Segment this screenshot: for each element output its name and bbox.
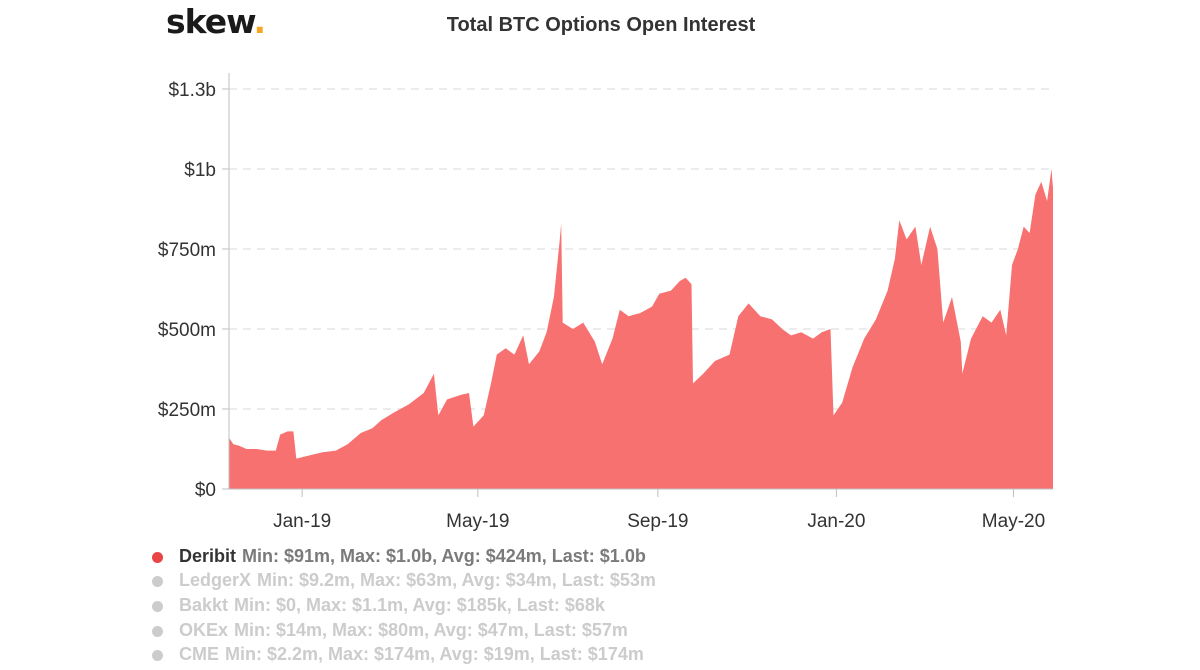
brand-dot: .	[253, 2, 266, 41]
x-tick-label-4: May-20	[982, 511, 1045, 532]
legend-stats-okex: Min: $14m, Max: $80m, Avg: $47m, Last: $…	[234, 619, 628, 640]
legend-stats-bakkt: Min: $0, Max: $1.1m, Avg: $185k, Last: $…	[234, 594, 605, 615]
x-tick-label-1: May-19	[446, 511, 509, 532]
legend-item-cme[interactable]: CME Min: $2.2m, Max: $174m, Avg: $19m, La…	[150, 642, 656, 667]
legend-stats-deribit: Min: $91m, Max: $1.0b, Avg: $424m, Last:…	[242, 545, 646, 566]
y-tick-label-4: $1b	[184, 160, 216, 181]
legend-name-cme: CME	[179, 644, 219, 665]
legend-name-okex: OKEx	[179, 619, 229, 640]
legend-item-okex[interactable]: OKEx Min: $14m, Max: $80m, Avg: $47m, Las…	[150, 618, 656, 643]
x-axis-tick-labels: Jan-19 May-19 Sep-19 Jan-20 May-20	[273, 489, 1045, 532]
y-tick-label-5: $1.3b	[168, 80, 216, 101]
legend-name-deribit: Deribit	[179, 545, 237, 566]
legend-name-bakkt: Bakkt	[179, 594, 229, 615]
x-tick-label-2: Sep-19	[627, 511, 688, 532]
series-area-layer	[229, 169, 1053, 489]
x-tick-label-0: Jan-19	[273, 511, 331, 532]
axes	[228, 73, 1053, 490]
series-area-deribit	[229, 169, 1053, 489]
legend: Deribit Min: $91m, Max: $1.0b, Avg: $424m…	[150, 544, 656, 667]
legend-dot-deribit	[152, 551, 163, 563]
legend-item-bakkt[interactable]: Bakkt Min: $0, Max: $1.1m, Avg: $185k, La…	[150, 593, 656, 618]
legend-dot-ledgerx	[152, 576, 163, 588]
x-tick-label-3: Jan-20	[807, 511, 865, 532]
chart-title: Total BTC Options Open Interest	[447, 14, 756, 36]
y-tick-label-0: $0	[195, 480, 216, 501]
y-axis-tick-labels: $0 $250m $500m $750m $1b $1.3b	[158, 80, 229, 501]
brand-logo: skew.	[166, 2, 266, 41]
y-tick-label-3: $750m	[158, 240, 216, 261]
legend-dot-okex	[152, 625, 163, 637]
legend-dot-cme	[152, 650, 163, 662]
legend-stats-cme: Min: $2.2m, Max: $174m, Avg: $19m, Last:…	[225, 644, 644, 665]
legend-stats-ledgerx: Min: $9.2m, Max: $63m, Avg: $34m, Last: …	[257, 570, 656, 591]
y-tick-label-2: $500m	[158, 320, 216, 341]
legend-name-ledgerx: LedgerX	[179, 570, 252, 591]
legend-dot-bakkt	[152, 600, 163, 612]
legend-item-deribit[interactable]: Deribit Min: $91m, Max: $1.0b, Avg: $424m…	[150, 544, 656, 569]
legend-item-ledgerx[interactable]: LedgerX Min: $9.2m, Max: $63m, Avg: $34m,…	[150, 569, 656, 594]
brand-name: skew	[166, 2, 254, 41]
y-tick-label-1: $250m	[158, 400, 216, 421]
